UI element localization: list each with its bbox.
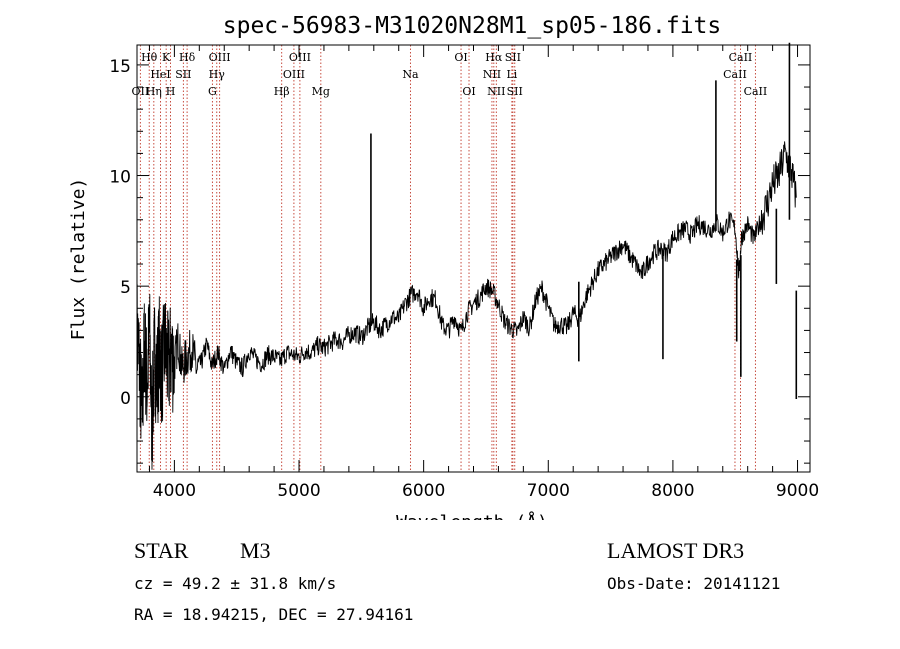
line-label-10: OIII: [209, 51, 231, 64]
spectral-line-labels: OII Hθ Hη HeI K H SII Hδ G Hγ OIII Hβ OIII OIII Mg Na OI…: [132, 51, 768, 98]
x-tick-label-5: 9000: [776, 481, 819, 501]
y-axis-label: Flux (relative): [68, 178, 89, 341]
line-label-1: Hθ: [141, 51, 158, 64]
chart-title: spec-56983-M31020N28M1_sp05-186.fits: [223, 13, 722, 39]
observation-date: Obs-Date: 20141121: [607, 574, 781, 593]
spectrum-chart: spec-56983-M31020N28M1_sp05-186.fits OII…: [68, 13, 819, 520]
x-tick-label-4: 8000: [651, 481, 694, 501]
line-label-23: SII: [507, 85, 523, 98]
line-label-4: K: [162, 51, 171, 64]
line-label-18: NII: [483, 68, 501, 81]
y-tick-label-3: 15: [109, 57, 131, 77]
object-subclass: M3: [240, 538, 271, 563]
line-label-3: HeI: [150, 68, 170, 81]
line-label-7: Hδ: [179, 51, 196, 64]
y-tick-label-2: 10: [109, 168, 131, 188]
line-label-22: SII: [505, 51, 521, 64]
line-label-8: G: [208, 85, 217, 98]
y-tick-label-0: 0: [120, 389, 131, 409]
line-label-0: OII: [132, 85, 150, 98]
survey-name: LAMOST DR3: [607, 538, 745, 563]
spectral-line-markers: [139, 45, 756, 472]
coordinates: RA = 18.94215, DEC = 27.94161: [134, 605, 414, 624]
line-label-13: OIII: [289, 51, 311, 64]
line-label-16: OI: [454, 51, 467, 64]
spectrum-line: [136, 141, 797, 470]
line-label-6: SII: [175, 68, 191, 81]
x-tick-label-2: 6000: [402, 481, 445, 501]
x-axis-label: Wavelength (Å): [396, 511, 548, 520]
x-tick-label-0: 4000: [153, 481, 196, 501]
line-label-12: OIII: [283, 68, 305, 81]
plot-frame: [136, 44, 811, 473]
line-label-11: Hβ: [274, 85, 290, 98]
line-label-25: CaII: [729, 51, 753, 64]
x-tick-label-1: 5000: [277, 481, 320, 501]
x-tick-label-3: 7000: [527, 481, 570, 501]
object-class: STAR: [134, 538, 189, 563]
line-label-26: CaII: [744, 85, 768, 98]
redshift-velocity: cz = 49.2 ± 31.8 km/s: [134, 574, 337, 593]
line-label-20: NII: [487, 85, 505, 98]
line-label-9: Hγ: [209, 68, 226, 81]
line-label-17: OI: [462, 85, 475, 98]
line-label-19: Hα: [485, 51, 503, 64]
line-label-14: Mg: [312, 85, 330, 98]
line-label-24: CaII: [723, 68, 747, 81]
axes: 4000 5000 6000 7000 8000 9000 0 5 10 15: [109, 44, 819, 501]
line-label-2: Hη: [146, 85, 162, 98]
spectrum-series: [136, 42, 798, 470]
line-label-21: Li: [506, 68, 517, 81]
y-tick-label-1: 5: [120, 278, 131, 298]
line-label-15: Na: [402, 68, 419, 81]
line-label-5: H: [166, 85, 176, 98]
